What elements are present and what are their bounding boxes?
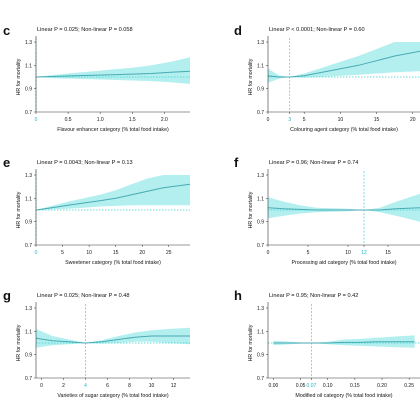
y-tick-label: 1.1 — [25, 63, 32, 69]
panel-title: Linear P = 0.025; Non-linear P = 0.48 — [37, 293, 129, 299]
y-axis-label: HR for mortality — [16, 324, 22, 361]
y-tick-label: 0.7 — [257, 376, 264, 382]
x-tick-label: 0 — [40, 383, 43, 389]
y-tick-label: 0.9 — [25, 353, 32, 359]
y-axis-label: HR for mortality — [248, 58, 254, 95]
hr-curve — [35, 70, 191, 78]
x-tick-label: 1.5 — [129, 117, 136, 123]
x-axis-label: Sweetener category (% total food intake) — [65, 260, 161, 266]
x-tick-label: 0.15 — [350, 383, 360, 389]
panel-title: Linear P = 0.025; Non-linear P = 0.058 — [37, 27, 133, 33]
confidence-band — [36, 327, 190, 348]
x-tick-label: 0.00 — [269, 383, 279, 389]
panel-letter: f — [234, 155, 239, 170]
x-axis-label: Modified oil category (% total food inta… — [295, 393, 392, 399]
y-axis-label: HR for mortality — [248, 324, 254, 361]
panel-title: Linear P < 0.0001; Non-linear P = 0.60 — [269, 27, 365, 33]
hr-curve — [267, 50, 420, 78]
y-tick-label: 1.1 — [257, 329, 264, 335]
panel-title: Linear P = 0.95; Non-linear P = 0.42 — [269, 293, 358, 299]
panel-letter: c — [3, 23, 10, 38]
x-axis-label: Colouring agent category (% total food i… — [290, 127, 398, 133]
x-tick-label: 4 — [84, 383, 87, 389]
y-tick-label: 0.9 — [257, 87, 264, 93]
confidence-band — [268, 193, 420, 222]
x-tick-label: 0.10 — [323, 383, 333, 389]
confidence-band — [36, 175, 190, 210]
x-tick-label: 5 — [307, 250, 310, 256]
hr-curve — [273, 341, 415, 344]
x-tick-label: 0.25 — [404, 383, 414, 389]
y-axis-label: HR for mortality — [16, 58, 22, 95]
panel-letter: d — [234, 23, 242, 38]
x-tick-label: 15 — [385, 250, 391, 256]
y-tick-label: 1.3 — [25, 40, 32, 46]
x-tick-label: 15 — [374, 117, 380, 123]
x-tick-label: 2 — [62, 383, 65, 389]
x-tick-label: 0.20 — [377, 383, 387, 389]
confidence-band — [36, 57, 190, 84]
x-axis-label: Flavour enhancer category (% total food … — [57, 127, 169, 133]
y-axis-label: HR for mortality — [16, 191, 22, 228]
x-tick-label: 0 — [35, 250, 38, 256]
x-tick-label: 20 — [139, 250, 145, 256]
y-axis-label: HR for mortality — [248, 191, 254, 228]
y-tick-label: 0.7 — [25, 376, 32, 382]
y-tick-label: 0.7 — [257, 243, 264, 249]
y-tick-label: 1.1 — [25, 196, 32, 202]
y-tick-label: 0.7 — [25, 110, 32, 116]
x-tick-label: 2.0 — [161, 117, 168, 123]
y-tick-label: 0.9 — [25, 87, 32, 93]
x-tick-label: 1.0 — [97, 117, 104, 123]
y-tick-label: 0.7 — [25, 243, 32, 249]
x-tick-label: 0 — [267, 117, 270, 123]
x-tick-label: 0 — [35, 117, 38, 123]
y-tick-label: 0.9 — [25, 220, 32, 226]
y-tick-label: 1.3 — [25, 173, 32, 179]
y-tick-label: 1.3 — [257, 173, 264, 179]
y-tick-label: 1.3 — [257, 40, 264, 46]
x-tick-label: 12 — [171, 383, 177, 389]
panel-letter: e — [3, 155, 10, 170]
x-tick-label: 0.5 — [65, 117, 72, 123]
y-tick-label: 0.7 — [257, 110, 264, 116]
x-tick-label: 5 — [303, 117, 306, 123]
x-tick-label: 25 — [166, 250, 172, 256]
confidence-band — [268, 42, 420, 83]
confidence-band — [273, 335, 415, 348]
x-tick-label: 3 — [288, 117, 291, 123]
x-tick-label: 15 — [113, 250, 119, 256]
x-tick-label: 5 — [61, 250, 64, 256]
x-tick-label: 12 — [361, 250, 367, 256]
panel-title: Linear P = 0.96; Non-linear P = 0.74 — [269, 160, 358, 166]
panel-letter: g — [3, 288, 11, 303]
y-tick-label: 1.3 — [257, 306, 264, 312]
panel-letter: h — [234, 288, 242, 303]
x-tick-label: 8 — [128, 383, 131, 389]
y-tick-label: 0.9 — [257, 353, 264, 359]
y-tick-label: 1.1 — [257, 196, 264, 202]
x-tick-label: 10 — [149, 383, 155, 389]
x-tick-label: 0 — [267, 250, 270, 256]
hr-curve — [35, 335, 190, 344]
x-axis-label: Processing aid category (% total food in… — [291, 260, 396, 266]
x-tick-label: 6 — [106, 383, 109, 389]
y-tick-label: 0.9 — [257, 220, 264, 226]
y-tick-label: 1.1 — [257, 63, 264, 69]
hr-curve — [35, 183, 191, 211]
x-tick-label: 20 — [410, 117, 416, 123]
x-tick-label: 0.07 — [307, 383, 317, 389]
panel-title: Linear P = 0.0043; Non-linear P = 0.13 — [37, 160, 133, 166]
x-tick-label: 10 — [86, 250, 92, 256]
x-axis-label: Varieties of sugar category (% total foo… — [57, 393, 168, 399]
x-tick-label: 10 — [345, 250, 351, 256]
hr-curve — [267, 207, 420, 211]
x-tick-label: 10 — [338, 117, 344, 123]
x-tick-label: 0.05 — [296, 383, 306, 389]
y-tick-label: 1.1 — [25, 329, 32, 335]
y-tick-label: 1.3 — [25, 306, 32, 312]
